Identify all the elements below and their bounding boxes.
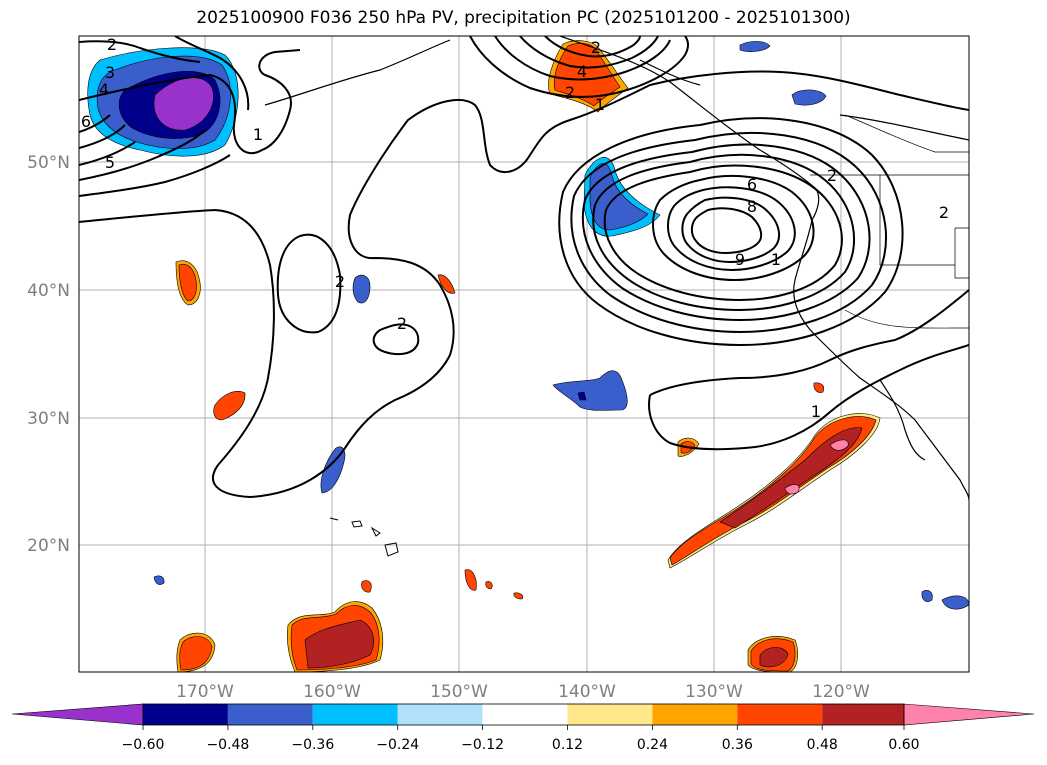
contour-label: 2 (939, 203, 949, 222)
colorbar-segment (482, 704, 568, 725)
lon-label: 150°W (430, 682, 488, 702)
colorbar: −0.60 −0.48 −0.36 −0.24 −0.12 0.12 0.24 … (11, 703, 1035, 753)
lat-label: 40°N (27, 281, 70, 301)
contour-label: 1 (811, 402, 821, 421)
contour-label: 2 (565, 83, 575, 102)
contour-label: 2 (335, 272, 345, 291)
colorbar-tick-label: 0.60 (888, 737, 919, 753)
contour-label: 3 (105, 63, 115, 82)
map-title: 2025100900 F036 250 hPa PV, precipitatio… (196, 8, 851, 28)
colorbar-tick-label: 0.12 (552, 737, 583, 753)
contour-label: 6 (747, 175, 757, 194)
hawaiian-islands (329, 517, 399, 557)
contour-label: 1 (253, 125, 263, 144)
colorbar-tick-label: −0.12 (461, 737, 504, 753)
colorbar-segment (312, 704, 398, 725)
colorbar-segment (903, 703, 1035, 726)
colorbar-tick-label: 0.36 (722, 737, 753, 753)
colorbar-segment (652, 704, 738, 725)
colorbar-segment (11, 703, 144, 726)
contour-label: 1 (771, 250, 781, 269)
contour-label: 5 (105, 153, 115, 172)
lat-label: 30°N (27, 409, 70, 429)
colorbar-segment (737, 704, 823, 725)
contour-label: 2 (827, 166, 837, 185)
colorbar-tick-labels: −0.60 −0.48 −0.36 −0.24 −0.12 0.12 0.24 … (122, 737, 920, 753)
colorbar-tick-label: 0.48 (807, 737, 838, 753)
contour-label: 2 (591, 38, 601, 57)
precip-negative-shading (87, 41, 969, 610)
colorbar-tick-label: −0.60 (122, 737, 165, 753)
colorbar-segment (567, 704, 653, 725)
pv-contours (79, 36, 969, 499)
contour-label: 2 (107, 35, 117, 54)
longitude-labels: 170°W 160°W 150°W 140°W 130°W 120°W (176, 682, 870, 702)
colorbar-segment (822, 704, 908, 725)
colorbar-segment (227, 704, 313, 725)
colorbar-frame (142, 703, 905, 726)
colorbar-ticks (142, 725, 905, 730)
lon-label: 130°W (685, 682, 743, 702)
contour-label: 8 (747, 197, 757, 216)
lon-label: 140°W (558, 682, 616, 702)
map-frame (78, 35, 970, 673)
precip-positive-shading (175, 40, 881, 672)
lat-label: 50°N (27, 153, 70, 173)
contour-label: 1 (595, 95, 605, 114)
pv-contour-labels: 2 3 4 6 5 1 2 2 1 2 4 2 6 8 9 1 2 2 1 (81, 35, 949, 421)
colorbar-segment (397, 704, 483, 725)
colorbar-tick-label: −0.24 (376, 737, 419, 753)
contour-label: 4 (99, 80, 109, 99)
lon-label: 160°W (303, 682, 361, 702)
contour-label: 2 (397, 314, 407, 333)
colorbar-segment (143, 704, 228, 725)
map-plot-area: 2 3 4 6 5 1 2 2 1 2 4 2 6 8 9 1 2 2 1 (79, 35, 969, 672)
contour-label: 4 (577, 62, 587, 81)
contour-label: 9 (735, 250, 745, 269)
contour-label: 6 (81, 112, 91, 131)
lat-label: 20°N (27, 536, 70, 556)
lon-label: 170°W (176, 682, 234, 702)
lon-label: 120°W (812, 682, 870, 702)
latitude-labels: 50°N 40°N 30°N 20°N (27, 153, 70, 556)
colorbar-tick-label: −0.48 (206, 737, 249, 753)
colorbar-tick-label: 0.24 (637, 737, 668, 753)
colorbar-tick-label: −0.36 (291, 737, 334, 753)
